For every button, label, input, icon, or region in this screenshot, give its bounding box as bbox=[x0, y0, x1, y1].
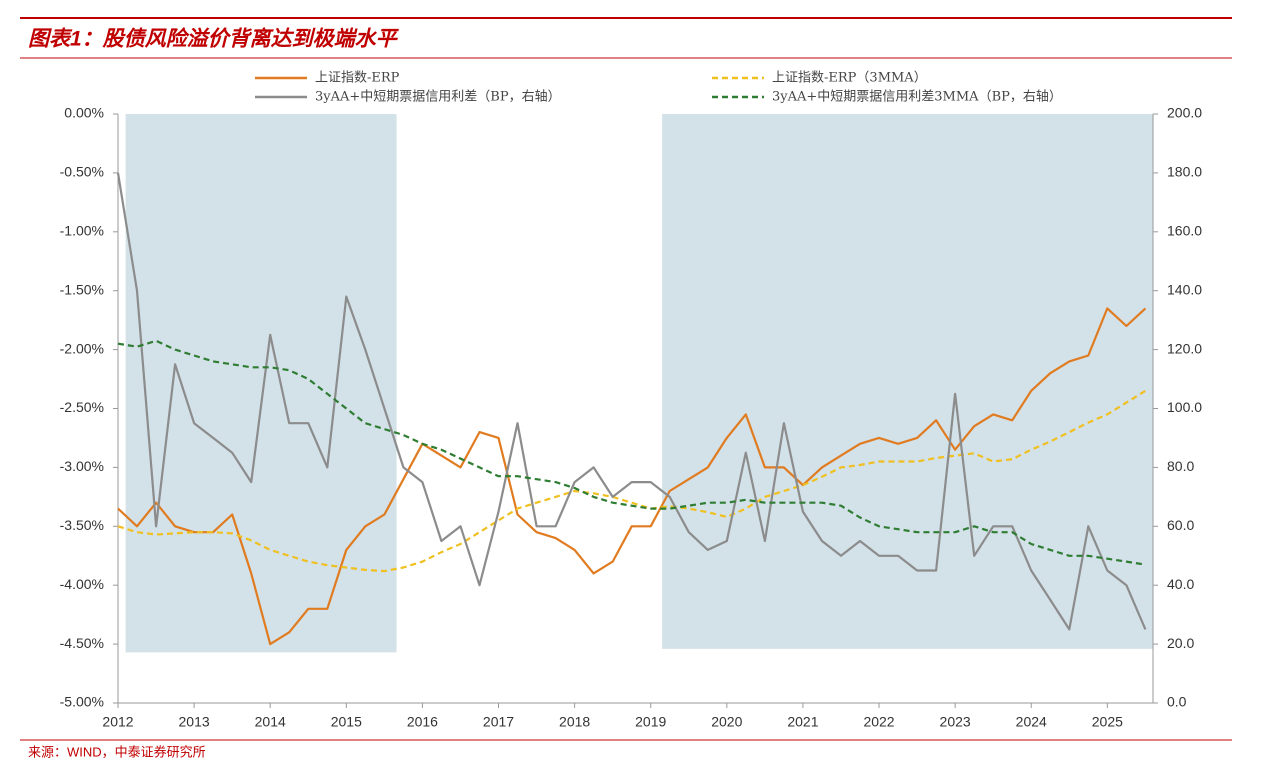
lines bbox=[116, 172, 1147, 646]
y-tick-label: -2.00% bbox=[60, 340, 104, 356]
x-tick-label: 2013 bbox=[179, 714, 210, 730]
series-line bbox=[117, 307, 1147, 646]
y-tick-label: -3.50% bbox=[60, 517, 104, 533]
legend-label: 3yAA+中短期票据信用利差（BP，右轴） bbox=[315, 90, 561, 105]
shaded-region bbox=[662, 114, 1153, 649]
y2-tick-label: 180.0 bbox=[1167, 164, 1202, 180]
y2-tick-label: 160.0 bbox=[1167, 223, 1202, 239]
y-tick-label: 0.00% bbox=[64, 105, 104, 121]
y2-tick-label: 40.0 bbox=[1167, 576, 1194, 592]
series-line bbox=[116, 172, 1147, 631]
y-tick-label: -3.00% bbox=[60, 458, 104, 474]
y2-tick-label: 60.0 bbox=[1167, 517, 1194, 533]
x-tick-label: 2020 bbox=[711, 714, 742, 730]
x-tick-label: 2024 bbox=[1016, 714, 1047, 730]
x-tick-label: 2022 bbox=[863, 714, 894, 730]
legend-label: 3yAA+中短期票据信用利差3MMA（BP，右轴） bbox=[772, 90, 1062, 105]
y2-tick-label: 200.0 bbox=[1167, 105, 1202, 121]
source: 来源：WIND，中泰证券研究所 bbox=[28, 744, 206, 759]
y-tick-label: -4.50% bbox=[60, 635, 104, 651]
shaded-regions bbox=[125, 114, 1153, 653]
y2-tick-label: 20.0 bbox=[1167, 635, 1194, 651]
y2-tick-label: 120.0 bbox=[1167, 340, 1202, 356]
x-tick-label: 2012 bbox=[102, 714, 133, 730]
x-tick-label: 2021 bbox=[787, 714, 818, 730]
x-tick-label: 2016 bbox=[407, 714, 438, 730]
y2-tick-label: 140.0 bbox=[1167, 281, 1202, 297]
y-tick-label: -2.50% bbox=[60, 399, 104, 415]
shaded-region bbox=[125, 114, 397, 653]
y2-tick-label: 0.0 bbox=[1167, 694, 1187, 710]
x-tick-label: 2019 bbox=[635, 714, 666, 730]
y2-tick-label: 100.0 bbox=[1167, 399, 1202, 415]
x-tick-label: 2014 bbox=[255, 714, 286, 730]
chart-title: 图表1：股债风险溢价背离达到极端水平 bbox=[28, 27, 400, 51]
x-tick-label: 2017 bbox=[483, 714, 514, 730]
legend-label: 上证指数-ERP（3MMA） bbox=[772, 71, 927, 86]
legend: 上证指数-ERP 上证指数-ERP（3MMA） 3yAA+中短期票据信用利差（BP，… bbox=[255, 71, 1062, 105]
x-tick-label: 2015 bbox=[331, 714, 362, 730]
axes: 0.00% -0.50% -1.00% -1.50% -2.00% -2.50% -3.00… bbox=[60, 105, 1203, 730]
x-tick-label: 2018 bbox=[559, 714, 590, 730]
legend-label: 上证指数-ERP bbox=[315, 71, 400, 86]
y-tick-label: -5.00% bbox=[60, 694, 104, 710]
y-tick-label: -4.00% bbox=[60, 576, 104, 592]
y-tick-label: -0.50% bbox=[60, 164, 104, 180]
series-line bbox=[117, 339, 1146, 566]
x-tick-label: 2025 bbox=[1092, 714, 1123, 730]
y2-tick-label: 80.0 bbox=[1167, 458, 1194, 474]
x-tick-label: 2023 bbox=[940, 714, 971, 730]
y-tick-label: -1.50% bbox=[60, 281, 104, 297]
y-tick-label: -1.00% bbox=[60, 223, 104, 239]
